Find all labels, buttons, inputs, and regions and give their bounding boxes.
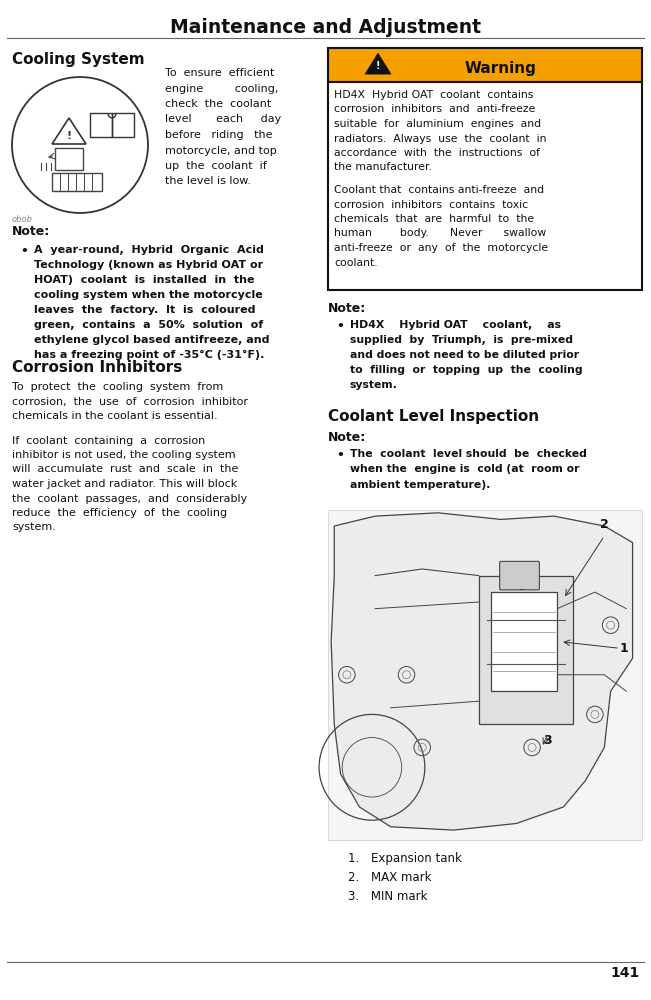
Text: corrosion  inhibitors  contains  toxic: corrosion inhibitors contains toxic xyxy=(334,200,528,210)
Text: corrosion  inhibitors  and  anti-freeze: corrosion inhibitors and anti-freeze xyxy=(334,104,535,114)
Text: Technology (known as Hybrid OAT or: Technology (known as Hybrid OAT or xyxy=(34,260,263,270)
Text: Coolant that  contains anti-freeze  and: Coolant that contains anti-freeze and xyxy=(334,185,544,195)
Text: Warning: Warning xyxy=(464,60,536,76)
Text: accordance  with  the  instructions  of: accordance with the instructions of xyxy=(334,148,540,158)
Text: 1: 1 xyxy=(620,642,629,655)
Text: motorcycle, and top: motorcycle, and top xyxy=(165,145,277,155)
Text: before   riding   the: before riding the xyxy=(165,130,273,140)
Text: •: • xyxy=(336,320,344,333)
FancyBboxPatch shape xyxy=(478,576,573,724)
Text: leaves  the  factory.  It  is  coloured: leaves the factory. It is coloured xyxy=(34,305,255,315)
Text: HOAT)  coolant  is  installed  in  the: HOAT) coolant is installed in the xyxy=(34,275,255,285)
Text: 2: 2 xyxy=(600,518,609,531)
FancyBboxPatch shape xyxy=(500,561,540,590)
Text: Note:: Note: xyxy=(328,431,367,444)
Text: A  year-round,  Hybrid  Organic  Acid: A year-round, Hybrid Organic Acid xyxy=(34,245,264,255)
Text: !: ! xyxy=(376,61,380,71)
Text: when the  engine is  cold (at  room or: when the engine is cold (at room or xyxy=(350,464,579,475)
Text: green,  contains  a  50%  solution  of: green, contains a 50% solution of xyxy=(34,320,263,330)
Text: to  filling  or  topping  up  the  cooling: to filling or topping up the cooling xyxy=(350,365,583,375)
Text: The  coolant  level should  be  checked: The coolant level should be checked xyxy=(350,449,587,459)
Text: engine         cooling,: engine cooling, xyxy=(165,84,279,94)
Text: obob: obob xyxy=(12,215,33,224)
Text: •: • xyxy=(20,245,28,258)
Text: cooling system when the motorcycle: cooling system when the motorcycle xyxy=(34,290,263,300)
Text: chemicals in the coolant is essential.: chemicals in the coolant is essential. xyxy=(12,411,217,421)
Text: and does not need to be diluted prior: and does not need to be diluted prior xyxy=(350,350,579,360)
Text: 3. MIN mark: 3. MIN mark xyxy=(348,890,428,903)
Text: Maintenance and Adjustment: Maintenance and Adjustment xyxy=(170,18,481,37)
Text: chemicals  that  are  harmful  to  the: chemicals that are harmful to the xyxy=(334,214,534,224)
Polygon shape xyxy=(365,53,391,74)
Text: If  coolant  containing  a  corrosion: If coolant containing a corrosion xyxy=(12,436,205,446)
Text: •: • xyxy=(336,449,344,462)
Text: will  accumulate  rust  and  scale  in  the: will accumulate rust and scale in the xyxy=(12,464,238,475)
Text: HD4X  Hybrid OAT  coolant  contains: HD4X Hybrid OAT coolant contains xyxy=(334,90,533,100)
Text: coolant.: coolant. xyxy=(334,257,378,267)
Text: Cooling System: Cooling System xyxy=(12,52,145,67)
Text: 2. MAX mark: 2. MAX mark xyxy=(348,871,432,884)
Text: anti-freeze  or  any  of  the  motorcycle: anti-freeze or any of the motorcycle xyxy=(334,243,548,253)
FancyBboxPatch shape xyxy=(328,510,642,840)
Text: To  protect  the  cooling  system  from: To protect the cooling system from xyxy=(12,382,223,392)
Text: check  the  coolant: check the coolant xyxy=(165,99,271,109)
FancyBboxPatch shape xyxy=(492,592,557,691)
Text: suitable  for  aluminium  engines  and: suitable for aluminium engines and xyxy=(334,119,541,129)
Text: level       each     day: level each day xyxy=(165,114,281,124)
FancyBboxPatch shape xyxy=(328,48,642,82)
Text: HD4X    Hybrid OAT    coolant,    as: HD4X Hybrid OAT coolant, as xyxy=(350,320,561,330)
Text: Corrosion Inhibitors: Corrosion Inhibitors xyxy=(12,360,182,375)
Text: To  ensure  efficient: To ensure efficient xyxy=(165,68,274,78)
Text: 3: 3 xyxy=(544,734,552,747)
Text: inhibitor is not used, the cooling system: inhibitor is not used, the cooling syste… xyxy=(12,450,236,460)
Text: ethylene glycol based antifreeze, and: ethylene glycol based antifreeze, and xyxy=(34,335,270,345)
Text: supplied  by  Triumph,  is  pre-mixed: supplied by Triumph, is pre-mixed xyxy=(350,335,573,345)
Text: !: ! xyxy=(66,131,72,141)
Text: water jacket and radiator. This will block: water jacket and radiator. This will blo… xyxy=(12,479,237,489)
Text: system.: system. xyxy=(12,522,56,532)
Text: the  coolant  passages,  and  considerably: the coolant passages, and considerably xyxy=(12,493,247,504)
Text: 1. Expansion tank: 1. Expansion tank xyxy=(348,852,462,865)
Text: 141: 141 xyxy=(611,966,640,980)
Text: up  the  coolant  if: up the coolant if xyxy=(165,161,267,171)
Text: the manufacturer.: the manufacturer. xyxy=(334,162,432,172)
Text: has a freezing point of -35°C (-31°F).: has a freezing point of -35°C (-31°F). xyxy=(34,350,264,360)
Text: Note:: Note: xyxy=(328,302,367,315)
Text: ambient temperature).: ambient temperature). xyxy=(350,480,490,490)
Text: radiators.  Always  use  the  coolant  in: radiators. Always use the coolant in xyxy=(334,133,546,143)
Text: the level is low.: the level is low. xyxy=(165,176,251,186)
Polygon shape xyxy=(331,513,633,830)
FancyBboxPatch shape xyxy=(328,82,642,290)
Text: human        body.      Never      swallow: human body. Never swallow xyxy=(334,229,546,238)
Text: Coolant Level Inspection: Coolant Level Inspection xyxy=(328,409,539,424)
Text: Note:: Note: xyxy=(12,225,50,238)
Text: reduce  the  efficiency  of  the  cooling: reduce the efficiency of the cooling xyxy=(12,508,227,518)
Text: system.: system. xyxy=(350,380,398,390)
Text: corrosion,  the  use  of  corrosion  inhibitor: corrosion, the use of corrosion inhibito… xyxy=(12,396,248,406)
